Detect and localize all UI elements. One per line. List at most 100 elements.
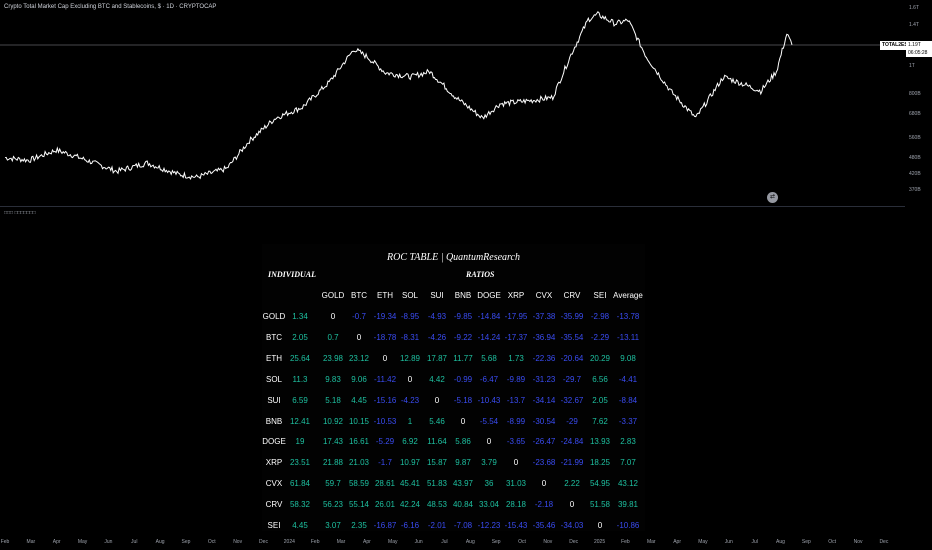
ticker-tag: TOTAL2ES — [880, 41, 910, 50]
price-axis-tick: 420B — [909, 171, 921, 178]
individual-cell: 2.05 — [292, 332, 308, 342]
ratio-cell: -20.64 — [560, 353, 584, 363]
price-axis[interactable]: 1.6T1.4T1.2T1T800B680B560B480B420B370B — [905, 0, 932, 206]
price-chart-svg[interactable] — [0, 0, 905, 206]
ratio-cell: 5.18 — [325, 395, 341, 405]
ratio-cell: 0 — [569, 500, 575, 510]
time-axis-tick: Jun — [104, 539, 113, 545]
ratio-cell: -10.53 — [373, 416, 397, 426]
time-axis-tick: Nov — [233, 539, 243, 545]
ratio-cell: -21.99 — [560, 458, 584, 468]
row-label: CRV — [265, 500, 283, 510]
time-axis-tick: Jul — [751, 539, 758, 545]
ratio-cell: 58.59 — [348, 479, 370, 489]
ratio-cell: -29.7 — [562, 374, 582, 384]
ratio-cell: 11.77 — [453, 353, 473, 363]
row-label: GOLD — [262, 312, 286, 321]
ratio-cell: 17.43 — [322, 437, 344, 447]
row-label: SEI — [267, 521, 281, 530]
ratio-cell: 0 — [407, 374, 413, 384]
time-axis[interactable]: Feb Mar Apr May Jun Jul Aug Sep Oct Nov Dec 2024 Feb… — [0, 536, 932, 550]
time-axis-tick: Dec — [569, 539, 579, 545]
column-header: SEI — [593, 291, 607, 300]
row-label: SUI — [267, 395, 281, 405]
time-axis-tick: Aug — [155, 539, 165, 545]
time-axis-tick: Apr — [673, 539, 681, 545]
ratio-cell: -10.43 — [477, 395, 501, 405]
ratio-cell: 39.81 — [617, 500, 639, 510]
time-axis-tick: Mar — [26, 539, 36, 545]
time-axis-tick: Feb — [621, 539, 630, 545]
chart-title: Crypto Total Market Cap Excluding BTC an… — [4, 4, 217, 10]
ratio-cell: 56.23 — [322, 500, 344, 510]
ratio-cell: 17.87 — [426, 353, 448, 363]
ratio-cell: 9.08 — [620, 353, 636, 363]
ratio-cell: -14.24 — [477, 332, 501, 342]
time-axis-tick: Sep — [801, 539, 811, 545]
ratio-cell: 2.22 — [564, 479, 580, 489]
ratio-cell: 0 — [356, 332, 362, 342]
ratio-cell: 2.35 — [351, 521, 367, 530]
ratio-cell: 51.58 — [589, 500, 611, 510]
time-axis-tick: Jun — [724, 539, 733, 545]
column-header: SUI — [430, 291, 444, 300]
individual-label: INDIVIDUAL — [268, 270, 317, 279]
ratio-cell: 0 — [597, 521, 603, 530]
ratio-cell: -8.99 — [506, 416, 526, 426]
time-axis-tick: Jul — [441, 539, 448, 545]
column-header: CRV — [563, 291, 581, 300]
ratio-cell: -3.37 — [618, 416, 638, 426]
ratio-cell: -29 — [566, 416, 578, 426]
ratio-cell: 36 — [484, 479, 494, 489]
price-axis-tick: 680B — [909, 111, 921, 118]
ratio-cell: 4.42 — [429, 374, 445, 384]
ratio-cell: 21.03 — [348, 458, 370, 468]
price-axis-tick: 1.6T — [909, 5, 920, 11]
ratio-cell: -23.68 — [532, 458, 556, 468]
price-axis-tick: 800B — [909, 91, 921, 98]
ratio-cell: 43.12 — [617, 479, 639, 489]
ratio-cell: 9.87 — [455, 458, 471, 468]
individual-cell: 1.34 — [292, 312, 308, 321]
ratio-cell: 23.12 — [348, 353, 370, 363]
earnings-icon[interactable]: ⇄ — [767, 192, 778, 203]
individual-cell: 61.84 — [289, 479, 311, 489]
time-axis-tick: Jun — [414, 539, 423, 545]
ratio-cell: 48.53 — [426, 500, 448, 510]
ratio-cell: -26.47 — [532, 437, 556, 447]
time-axis-tick: Aug — [776, 539, 785, 545]
ratio-cell: -5.54 — [479, 416, 499, 426]
price-tag-countdown: 06:05:28 — [908, 50, 928, 56]
ratio-cell: 54.95 — [589, 479, 611, 489]
row-label: XRP — [265, 458, 283, 468]
time-axis-tick: May — [77, 539, 88, 545]
indicator-label: □□□ □□□□□□□ — [4, 210, 36, 216]
time-axis-tick: Oct — [207, 539, 216, 545]
ratio-cell: -9.22 — [453, 332, 473, 342]
price-tag-value: 1.19T — [908, 42, 921, 48]
ratio-cell: -16.87 — [373, 521, 397, 530]
ratio-cell: 31.03 — [505, 479, 527, 489]
pane-divider[interactable] — [0, 206, 905, 207]
ratio-cell: -3.65 — [506, 437, 526, 447]
price-axis-tick: 480B — [909, 154, 921, 161]
ratio-cell: -17.37 — [504, 332, 528, 342]
ratio-cell: -15.16 — [373, 395, 397, 405]
ratio-cell: -2.98 — [590, 312, 610, 321]
ratio-cell: -22.36 — [532, 353, 556, 363]
time-axis-tick: Jul — [131, 539, 138, 545]
ratio-cell: -30.54 — [532, 416, 556, 426]
ratio-cell: 9.83 — [325, 374, 341, 384]
ratio-cell: 51.83 — [426, 479, 448, 489]
ratio-cell: 1.73 — [508, 353, 524, 363]
time-axis-tick: Dec — [259, 539, 268, 545]
ratio-cell: -13.11 — [616, 332, 640, 342]
ratio-cell: -37.38 — [532, 312, 556, 321]
ratio-cell: 5.46 — [429, 416, 445, 426]
price-chart-pane[interactable]: Crypto Total Market Cap Excluding BTC an… — [0, 0, 932, 206]
ratio-cell: 18.25 — [589, 458, 611, 468]
price-line — [4, 11, 793, 180]
column-header: XRP — [507, 291, 525, 300]
ratio-cell: 0 — [541, 479, 547, 489]
ratio-cell: 0 — [513, 458, 519, 468]
